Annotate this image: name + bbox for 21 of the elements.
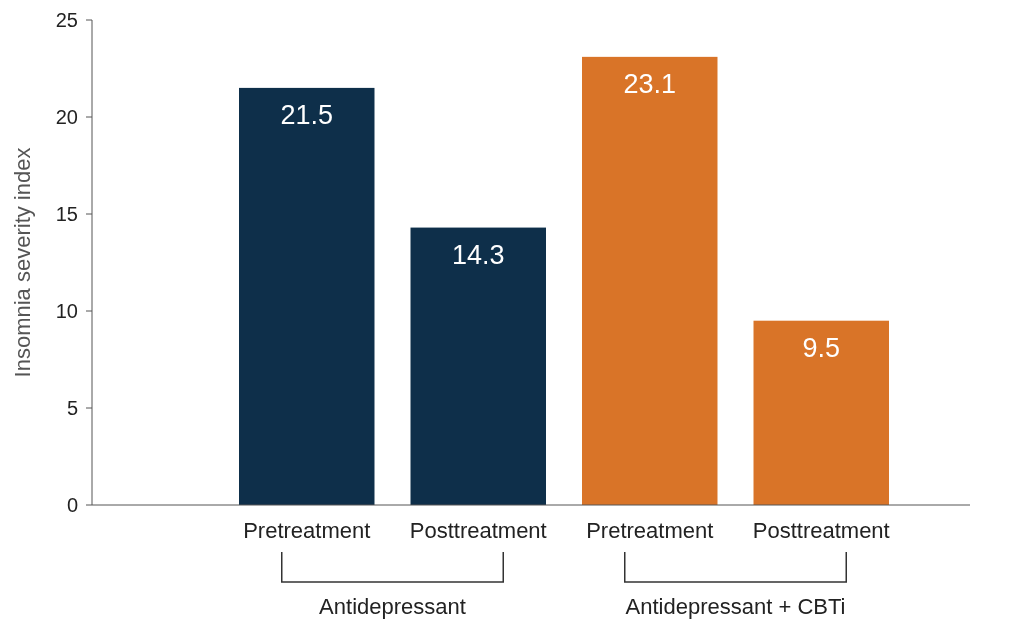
text: Antidepressant + CBTi [625, 594, 846, 619]
data-label: 9.5 [802, 332, 841, 363]
x-tick-label: Posttreatment [752, 518, 890, 543]
y-tick-label: 25 [55, 9, 78, 31]
bar [753, 320, 889, 505]
data-label: 23.1 [623, 68, 677, 99]
data-label: 14.3 [451, 239, 505, 270]
bar [582, 56, 718, 505]
y-tick-label: 15 [55, 203, 78, 225]
x-tick-label: Posttreatment [409, 518, 547, 543]
y-tick-label: 20 [55, 106, 78, 128]
bar [239, 87, 375, 505]
bar [410, 227, 546, 505]
y-axis-title: Insomnia severity index [10, 147, 35, 378]
y-tick-label: 10 [55, 300, 78, 322]
data-label: 21.5 [280, 99, 334, 130]
y-tick-label: 5 [66, 397, 78, 419]
x-tick-label: Pretreatment [243, 518, 371, 543]
x-tick-label: Pretreatment [586, 518, 714, 543]
y-tick-label: 0 [66, 494, 78, 516]
text: Antidepressant [319, 594, 466, 619]
